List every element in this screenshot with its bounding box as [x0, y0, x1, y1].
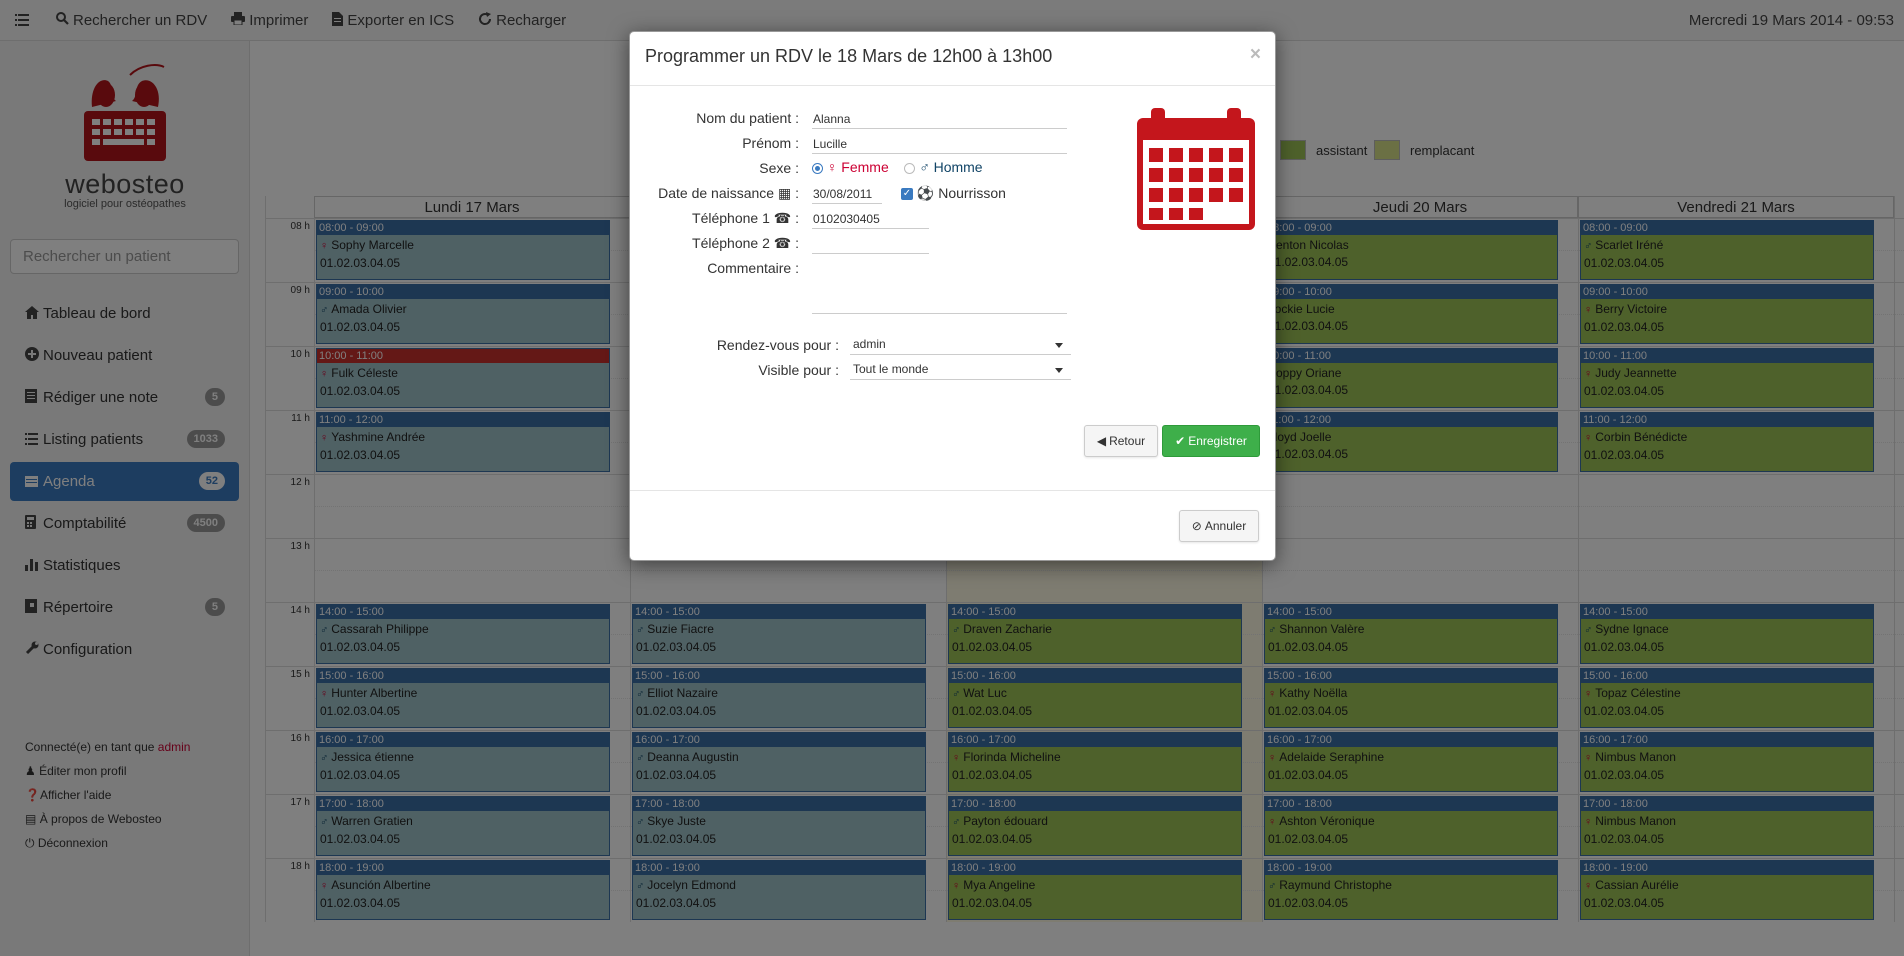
back-button[interactable]: ◀ Retour [1084, 425, 1158, 457]
sex-label: Sexe : [759, 160, 799, 176]
phone2-label: Téléphone 2 ☎ : [692, 235, 799, 251]
back-label: Retour [1109, 434, 1146, 448]
sex-female-radio[interactable] [812, 162, 823, 174]
stroller-icon: ⚽ [916, 185, 935, 201]
phone2-input[interactable] [812, 234, 929, 254]
comment-textarea[interactable] [812, 260, 1067, 314]
check-icon: ✔ [1175, 434, 1186, 448]
visible-for-label: Visible pour : [758, 362, 839, 378]
appointment-for-select[interactable]: admin [850, 335, 1071, 355]
infant-checkbox[interactable]: ✓ [901, 188, 913, 201]
chevron-down-icon [1055, 343, 1063, 348]
cancel-label: Annuler [1204, 519, 1247, 533]
appointment-for-value: admin [853, 337, 886, 351]
first-name-input[interactable]: Lucille [812, 134, 1067, 154]
chevron-down-icon [1055, 368, 1063, 373]
female-icon: ♀ [826, 159, 838, 175]
patient-name-input[interactable]: Alanna [812, 109, 1067, 129]
ban-icon: ⊘ [1191, 519, 1202, 533]
calendar-small-icon: ▦ [777, 185, 792, 201]
sex-male-radio[interactable] [904, 162, 916, 174]
phone1-input[interactable]: 0102030405 [812, 209, 929, 229]
birthdate-input[interactable]: 30/08/2011 [812, 184, 882, 204]
cancel-button[interactable]: ⊘ Annuler [1179, 510, 1259, 542]
birthdate-label: Date de naissance ▦ : [658, 185, 799, 201]
arrow-left-icon: ◀ [1096, 434, 1107, 448]
visible-for-select[interactable]: Tout le monde [850, 360, 1071, 380]
infant-checkbox-group: ✓ ⚽ Nourrisson [901, 185, 1006, 202]
birthdate-label-text: Date de naissance [658, 185, 775, 201]
sex-male-label: Homme [933, 159, 983, 175]
patient-name-label: Nom du patient : [696, 110, 799, 126]
male-icon: ♂ [919, 159, 930, 175]
visible-for-value: Tout le monde [853, 362, 929, 376]
phone-icon: ☎ [773, 210, 792, 226]
sex-female-label: Femme [841, 159, 889, 175]
phone1-label: Téléphone 1 ☎ : [692, 210, 799, 226]
save-label: Enregistrer [1188, 434, 1247, 448]
modal-footer [630, 490, 1275, 491]
phone2-label-text: Téléphone 2 [692, 235, 770, 251]
modal-header: Programmer un RDV le 18 Mars de 12h00 à … [630, 32, 1275, 86]
schedule-appointment-modal: Programmer un RDV le 18 Mars de 12h00 à … [629, 31, 1276, 561]
first-name-label: Prénom : [742, 135, 799, 151]
close-button[interactable]: × [1249, 44, 1261, 65]
comment-label: Commentaire : [707, 260, 799, 276]
modal-title: Programmer un RDV le 18 Mars de 12h00 à … [645, 46, 1053, 66]
appointment-for-label: Rendez-vous pour : [716, 337, 839, 353]
infant-label: Nourrisson [938, 185, 1006, 201]
sex-options: ♀ Femme ♂ Homme [812, 159, 983, 175]
save-button[interactable]: ✔ Enregistrer [1162, 425, 1260, 457]
phone1-label-text: Téléphone 1 [692, 210, 770, 226]
phone-icon: ☎ [773, 235, 792, 251]
calendar-icon [1137, 108, 1255, 230]
